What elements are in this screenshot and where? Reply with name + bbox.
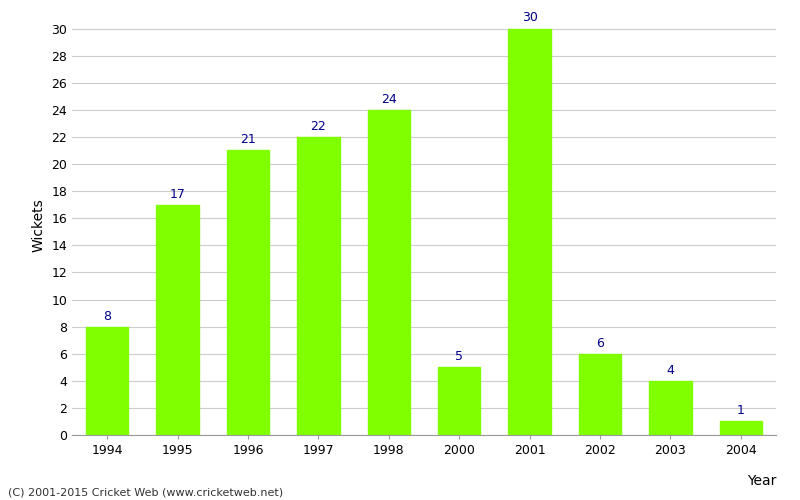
Bar (509, 28, 550, 435)
Text: 1: 1 (737, 404, 745, 417)
Bar (650, 381, 691, 435)
Bar (86, 326, 128, 435)
Y-axis label: Wickets: Wickets (32, 198, 46, 252)
Text: (C) 2001-2015 Cricket Web (www.cricketweb.net): (C) 2001-2015 Cricket Web (www.cricketwe… (8, 488, 283, 498)
Text: 30: 30 (522, 12, 538, 24)
Text: 5: 5 (455, 350, 463, 363)
Bar (720, 422, 762, 435)
Bar (368, 110, 410, 435)
Text: 8: 8 (103, 310, 111, 322)
Text: 24: 24 (381, 93, 397, 106)
Bar (438, 368, 480, 435)
Bar (298, 137, 339, 435)
Bar (157, 204, 198, 435)
Text: 17: 17 (170, 188, 186, 200)
Bar (579, 354, 621, 435)
Text: 4: 4 (666, 364, 674, 376)
Bar (227, 150, 269, 435)
Text: 6: 6 (596, 336, 604, 349)
Text: 22: 22 (310, 120, 326, 133)
Text: 21: 21 (240, 134, 256, 146)
Text: Year: Year (746, 474, 776, 488)
